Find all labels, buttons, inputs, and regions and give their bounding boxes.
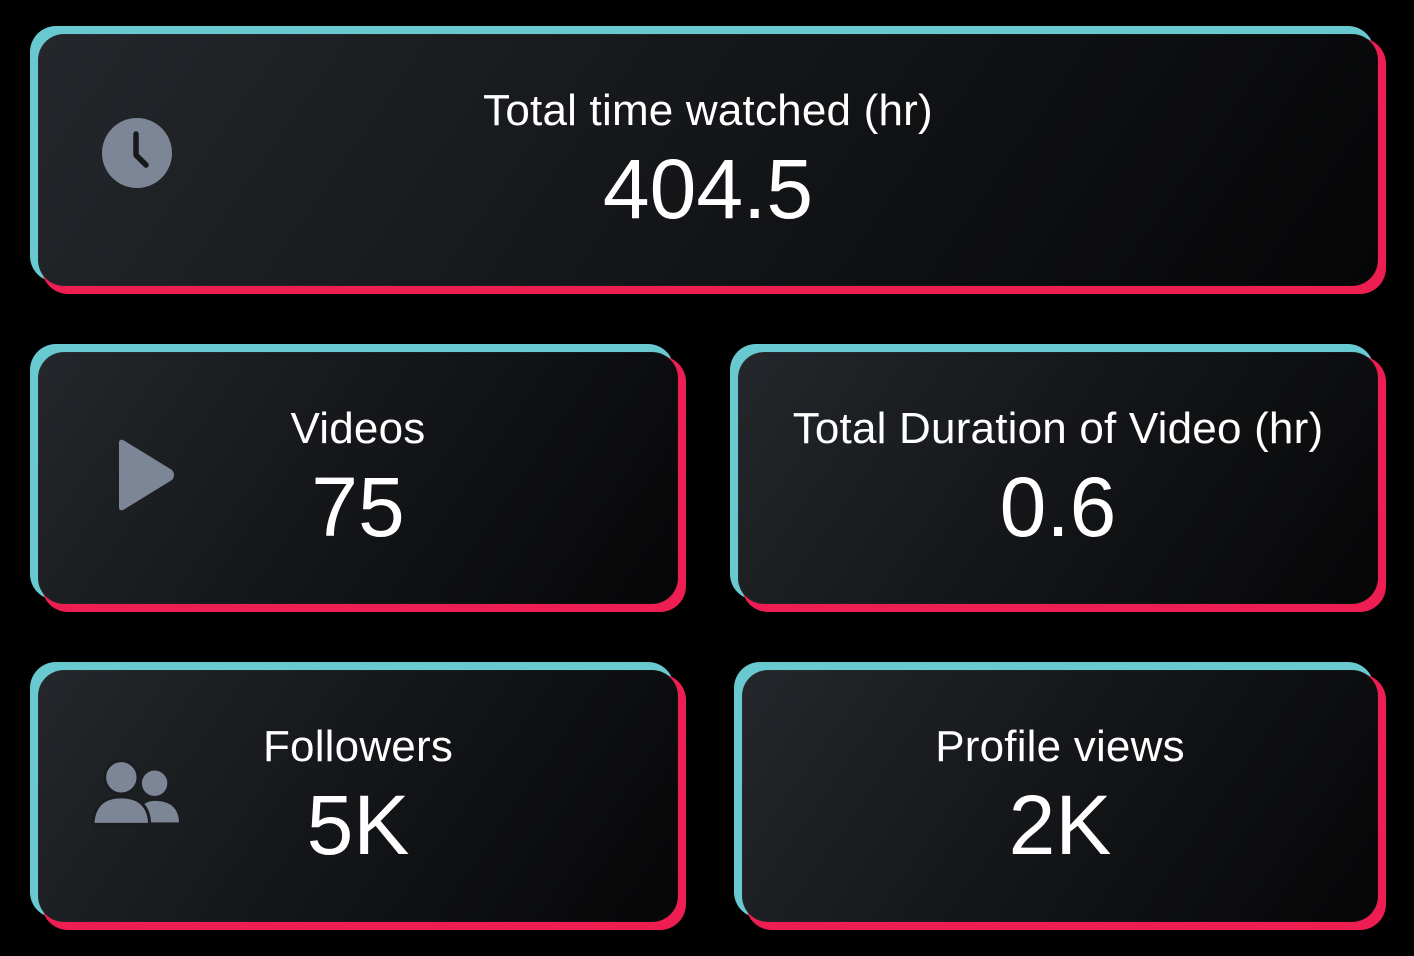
card-profile-views: Profile views 2K	[734, 662, 1386, 930]
clock-icon	[92, 108, 182, 198]
card-label: Profile views	[935, 722, 1185, 771]
card-content: Total Duration of Video (hr) 0.6	[738, 352, 1378, 604]
card-value: 5K	[306, 778, 410, 872]
card-face	[38, 670, 678, 922]
card-label: Followers	[262, 722, 454, 771]
card-label: Total Duration of Video (hr)	[792, 404, 1324, 453]
card-value: 0.6	[999, 460, 1117, 554]
card-value: 2K	[1008, 778, 1112, 872]
card-content: Total time watched (hr) 404.5	[38, 34, 1378, 286]
card-content: Followers 5K	[38, 670, 678, 922]
users-icon	[92, 748, 182, 838]
card-value: 75	[311, 460, 405, 554]
card-total-time-watched: Total time watched (hr) 404.5	[30, 26, 1386, 294]
card-followers: Followers 5K	[30, 662, 686, 930]
card-face	[742, 670, 1378, 922]
card-label: Total time watched (hr)	[483, 86, 933, 135]
card-face	[38, 34, 1378, 286]
card-face	[738, 352, 1378, 604]
card-content: Profile views 2K	[742, 670, 1378, 922]
card-total-duration: Total Duration of Video (hr) 0.6	[730, 344, 1386, 612]
play-icon	[100, 430, 190, 520]
card-value: 404.5	[602, 142, 814, 236]
card-label: Videos	[290, 404, 426, 453]
card-videos: Videos 75	[30, 344, 686, 612]
card-content: Videos 75	[38, 352, 678, 604]
